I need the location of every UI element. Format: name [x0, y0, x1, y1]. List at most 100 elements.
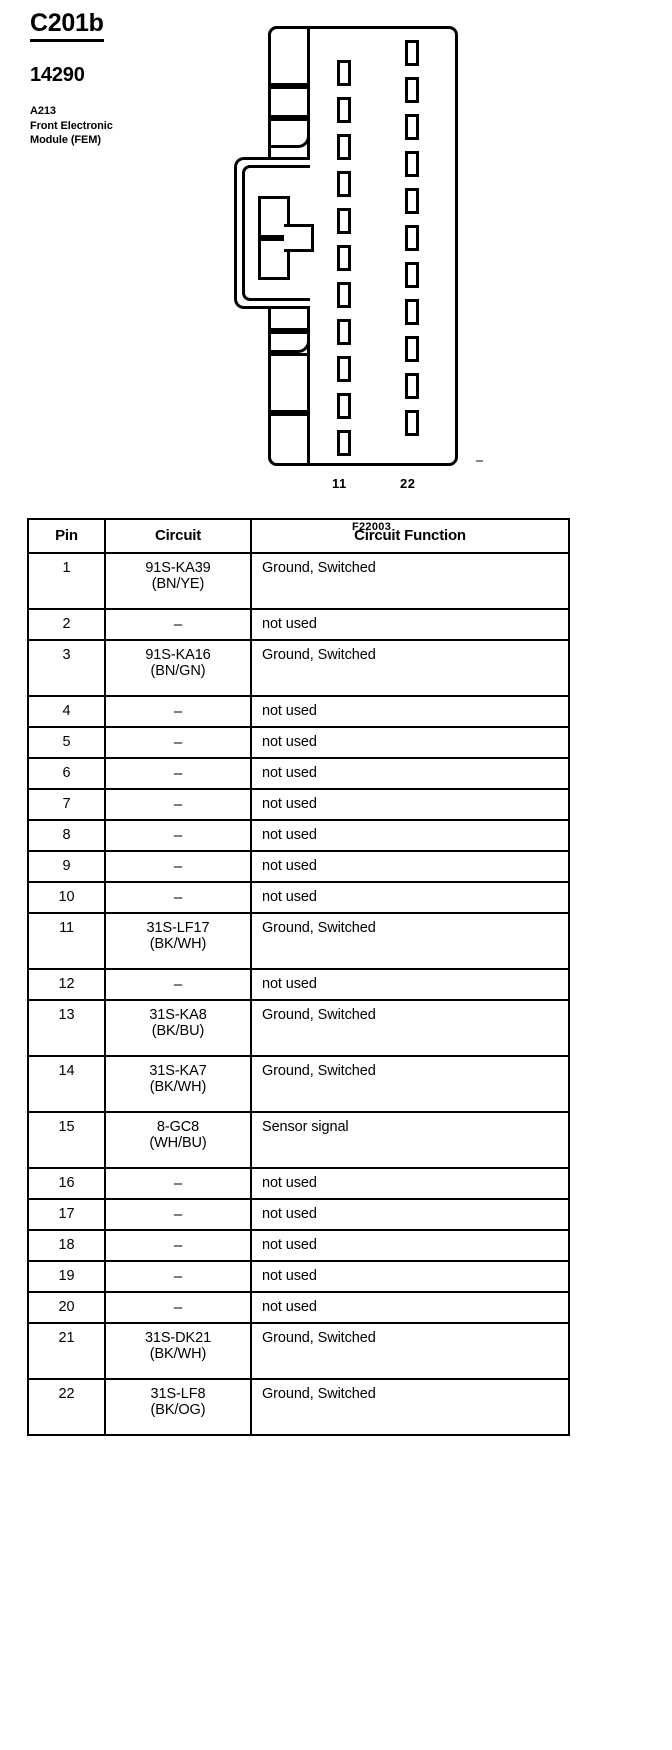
pin-slot [337, 430, 351, 456]
cell-pin: 19 [27, 1260, 106, 1293]
circuit-code: – [173, 1299, 183, 1316]
table-row: 4 – not used [27, 695, 570, 728]
pin-slot [337, 208, 351, 234]
table-row: 8 – not used [27, 819, 570, 852]
circuit-code: 31S-DK21 [144, 1330, 212, 1346]
pin-slot [337, 393, 351, 419]
pin-slot [405, 40, 419, 66]
table-row: 21 31S-DK21 (BK/WH) Ground, Switched [27, 1322, 570, 1380]
pin-column-label-11: 11 [332, 476, 347, 491]
circuit-wire-color: (BK/OG) [150, 1402, 206, 1418]
cell-circuit: 31S-KA7 (BK/WH) [104, 1055, 252, 1113]
pin-assignment-table-container: Pin Circuit Circuit Function 1 91S-KA39 (B… [27, 518, 570, 1436]
cell-circuit: – [104, 788, 252, 821]
cell-circuit: – [104, 881, 252, 914]
circuit-wire-color: (BN/GN) [150, 663, 206, 679]
circuit-wire-color: (BN/YE) [151, 576, 205, 592]
pin-slot [405, 262, 419, 288]
circuit-code: 8-GC8 [156, 1119, 200, 1135]
cell-circuit: – [104, 1167, 252, 1200]
cell-pin: 4 [27, 695, 106, 728]
table-row: 3 91S-KA16 (BN/GN) Ground, Switched [27, 639, 570, 697]
cell-pin: 15 [27, 1111, 106, 1169]
circuit-wire-color: (BK/WH) [149, 936, 207, 952]
pin-slot [337, 245, 351, 271]
circuit-code: – [173, 827, 183, 844]
cell-circuit-function: not used [250, 1198, 570, 1231]
table-row: 18 – not used [27, 1229, 570, 1262]
circuit-wire-color: (WH/BU) [149, 1135, 207, 1151]
cell-pin: 2 [27, 608, 106, 641]
cell-pin: 5 [27, 726, 106, 759]
cell-circuit: 91S-KA39 (BN/YE) [104, 552, 252, 610]
cell-circuit: – [104, 757, 252, 790]
circuit-code: 31S-KA7 [149, 1063, 207, 1079]
connector-latch-tab [268, 26, 310, 86]
cell-pin: 12 [27, 968, 106, 1001]
circuit-code: – [173, 889, 183, 906]
pin-slot [405, 114, 419, 140]
cell-circuit-function: not used [250, 881, 570, 914]
circuit-wire-color: (BK/WH) [149, 1346, 207, 1362]
circuit-code: 31S-KA8 [149, 1007, 207, 1023]
cell-circuit-function: not used [250, 968, 570, 1001]
pin-slot [337, 319, 351, 345]
cell-circuit: – [104, 608, 252, 641]
circuit-wire-color: (BK/BU) [151, 1023, 205, 1039]
table-row: 19 – not used [27, 1260, 570, 1293]
circuit-code: – [173, 1268, 183, 1285]
cell-pin: 20 [27, 1291, 106, 1324]
pin-slot [405, 299, 419, 325]
table-row: 5 – not used [27, 726, 570, 759]
cell-circuit: 31S-LF8 (BK/OG) [104, 1378, 252, 1436]
cell-circuit-function: not used [250, 788, 570, 821]
cell-circuit-function: not used [250, 695, 570, 728]
pin-column-label-22: 22 [400, 476, 416, 491]
cell-circuit: – [104, 695, 252, 728]
cell-pin: 18 [27, 1229, 106, 1262]
module-code: A213 [30, 105, 56, 117]
cell-pin: 13 [27, 999, 106, 1057]
cell-circuit-function: Ground, Switched [250, 1322, 570, 1380]
cell-circuit: 31S-LF17 (BK/WH) [104, 912, 252, 970]
cell-pin: 16 [27, 1167, 106, 1200]
pin-slot [337, 171, 351, 197]
cell-circuit: – [104, 968, 252, 1001]
circuit-code: – [173, 1237, 183, 1254]
connector-latch-tab [268, 86, 310, 118]
table-row: 1 91S-KA39 (BN/YE) Ground, Switched [27, 552, 570, 610]
cell-pin: 14 [27, 1055, 106, 1113]
connector-latch-tab [268, 331, 310, 353]
pin-slot [405, 151, 419, 177]
table-row: 22 31S-LF8 (BK/OG) Ground, Switched [27, 1378, 570, 1436]
circuit-code: 31S-LF17 [146, 920, 210, 936]
cell-circuit-function: Ground, Switched [250, 912, 570, 970]
circuit-code: – [173, 1175, 183, 1192]
circuit-code: – [173, 734, 183, 751]
cell-circuit: 31S-KA8 (BK/BU) [104, 999, 252, 1057]
cell-pin: 17 [27, 1198, 106, 1231]
pin-assignment-table-body: 1 91S-KA39 (BN/YE) Ground, Switched 2– not us… [27, 552, 570, 1436]
circuit-code: – [173, 703, 183, 720]
cell-pin: 1 [27, 552, 106, 610]
cell-circuit-function: not used [250, 850, 570, 883]
pin-slot [405, 373, 419, 399]
cell-circuit-function: Ground, Switched [250, 639, 570, 697]
table-row: 2 – not used [27, 608, 570, 641]
column-header-circuit-function: Circuit Function [250, 518, 570, 554]
connector-latch-tab [268, 353, 310, 413]
circuit-wire-color: (BK/WH) [149, 1079, 207, 1095]
circuit-code: 91S-KA16 [145, 647, 211, 663]
cell-pin: 21 [27, 1322, 106, 1380]
cell-circuit: – [104, 726, 252, 759]
cell-circuit: – [104, 819, 252, 852]
cell-pin: 10 [27, 881, 106, 914]
pin-slot [405, 336, 419, 362]
cell-circuit-function: not used [250, 819, 570, 852]
circuit-code: 31S-LF8 [150, 1386, 206, 1402]
cell-pin: 7 [27, 788, 106, 821]
cell-circuit-function: not used [250, 608, 570, 641]
pin-slot [405, 225, 419, 251]
cell-circuit: 31S-DK21 (BK/WH) [104, 1322, 252, 1380]
cell-circuit-function: not used [250, 1167, 570, 1200]
